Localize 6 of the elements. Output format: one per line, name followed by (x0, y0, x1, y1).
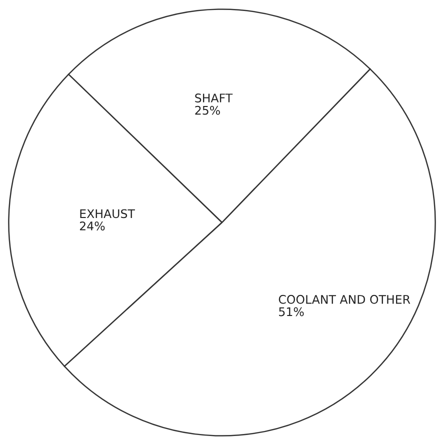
slice-label: SHAFT (195, 94, 233, 102)
slice-label: EXHAUST (80, 209, 135, 218)
data-label: 51% (279, 307, 304, 316)
data-label: 24% (80, 222, 105, 230)
slice-label: COOLANT AND OTHER (278, 294, 410, 304)
data-label: 25% (195, 106, 220, 115)
